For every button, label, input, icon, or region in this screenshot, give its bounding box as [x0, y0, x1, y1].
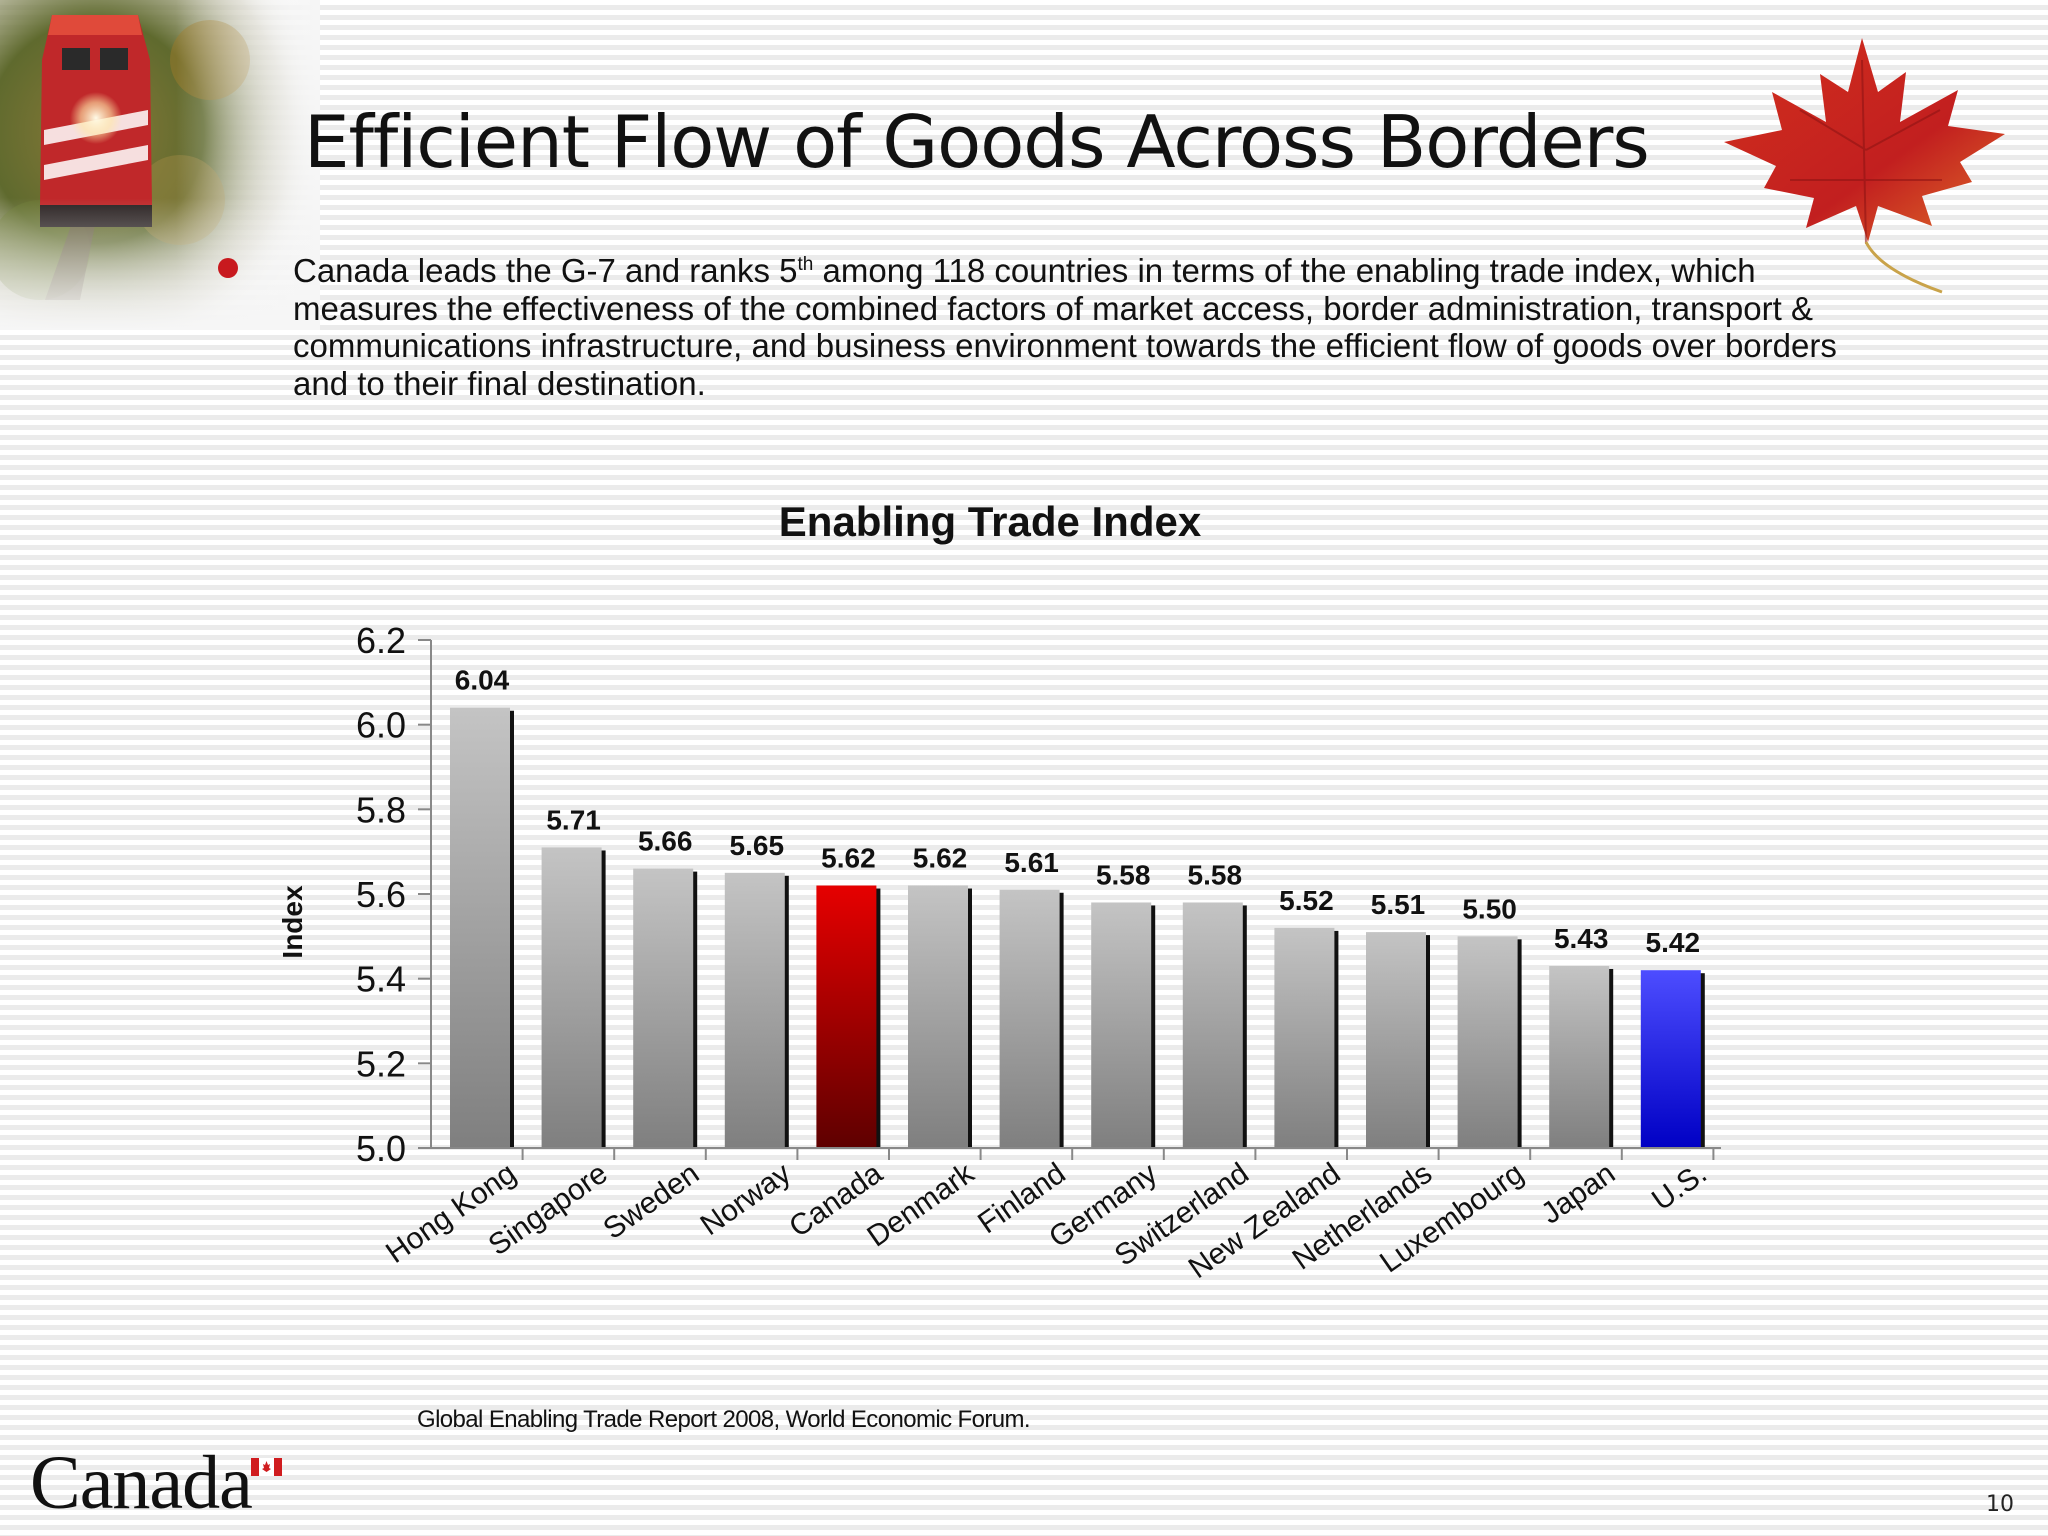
bar-germany [1091, 902, 1152, 1148]
bar-new-zealand [1274, 927, 1335, 1148]
canada-wordmark: Canada [30, 1441, 253, 1525]
bar-switzerland [1182, 902, 1243, 1148]
bar-netherlands [1366, 932, 1426, 1148]
category-label-norway: Norway [695, 1157, 797, 1242]
bar-denmark [908, 885, 968, 1148]
y-tick-label: 5.0 [356, 1128, 406, 1169]
value-label-sweden: 5.66 [638, 826, 693, 857]
y-axis: 5.0 5.2 5.4 5.6 5.8 6.0 6.2 [356, 620, 431, 1169]
x-axis: Hong KongSingaporeSwedenNorwayCanadaDenm… [380, 1148, 1715, 1285]
bar-norway [724, 872, 785, 1148]
train-photo-image [0, 0, 320, 330]
train-photo [0, 0, 320, 330]
bar-finland [999, 889, 1060, 1148]
category-label-japan: Japan [1535, 1157, 1621, 1231]
value-label-norway: 5.65 [730, 830, 785, 861]
bullet-text-end: among 118 countries in terms of the enab… [293, 252, 1837, 402]
source-footnote: Global Enabling Trade Report 2008, World… [417, 1406, 1031, 1433]
y-tick-label: 6.2 [356, 620, 406, 661]
value-label-singapore: 5.71 [546, 804, 601, 835]
value-label-switzerland: 5.58 [1188, 859, 1243, 890]
bar-singapore [541, 847, 602, 1148]
slide-title: Efficient Flow of Goods Across Borders [304, 100, 1650, 184]
value-label-u-s: 5.42 [1646, 927, 1701, 958]
bullet-text-start: Canada leads the G-7 and ranks 5 [293, 252, 798, 289]
bullet-superscript: th [797, 254, 814, 275]
page-number: 10 [1986, 1492, 2014, 1517]
bars-group: 6.04 5.71 5.66 5.65 5.62 5.62 5.61 5.58 5.58 5.52… [450, 665, 1705, 1148]
value-label-luxembourg: 5.50 [1462, 893, 1517, 924]
y-tick-label: 5.6 [356, 874, 406, 915]
y-tick-label: 5.4 [356, 959, 406, 1000]
value-label-hong-kong: 6.04 [455, 665, 510, 696]
y-axis-label: Index [277, 885, 308, 959]
bar-u-s [1640, 970, 1701, 1148]
value-label-japan: 5.43 [1554, 923, 1609, 954]
maple-leaf-icon [1710, 30, 2020, 300]
y-tick-label: 5.2 [356, 1043, 406, 1084]
category-label-u-s: U.S. [1646, 1157, 1713, 1218]
value-label-canada: 5.62 [821, 843, 876, 874]
bar-hong-kong [450, 707, 510, 1148]
bar-sweden [633, 868, 694, 1148]
chart-title: Enabling Trade Index [779, 498, 1202, 545]
value-label-finland: 5.61 [1004, 847, 1059, 878]
value-label-netherlands: 5.51 [1371, 889, 1426, 920]
y-tick-label: 5.8 [356, 789, 406, 830]
value-label-new-zealand: 5.52 [1279, 885, 1334, 916]
bullet-text: Canada leads the G-7 and ranks 5th among… [293, 252, 1853, 402]
bar-japan [1549, 965, 1610, 1148]
bullet-icon [218, 258, 238, 278]
value-label-denmark: 5.62 [913, 843, 968, 874]
canada-flag-icon [251, 1458, 282, 1476]
bar-canada [816, 885, 877, 1148]
value-label-germany: 5.58 [1096, 859, 1151, 890]
y-tick-label: 6.0 [356, 705, 406, 746]
category-label-sweden: Sweden [597, 1157, 705, 1246]
bar-luxembourg [1457, 936, 1518, 1148]
